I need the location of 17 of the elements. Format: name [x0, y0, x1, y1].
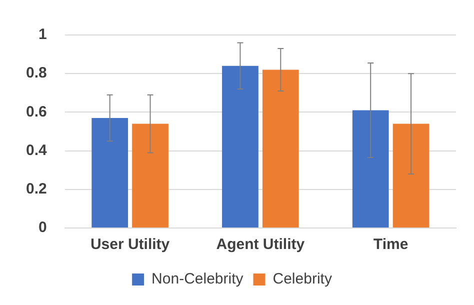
bar [392, 124, 430, 228]
bar [262, 70, 299, 228]
bar [92, 118, 128, 228]
y-tick-label: 0.6 [26, 103, 47, 120]
y-tick-label: 0.4 [26, 142, 48, 159]
y-tick-label: 0.8 [26, 64, 47, 82]
x-tick-label: User Utility [90, 236, 170, 254]
legend-label: Celebrity [272, 270, 332, 288]
y-tick-label: 1 [38, 26, 47, 44]
x-tick-label: Agent Utility [216, 236, 306, 254]
bar [132, 124, 168, 228]
x-tick-label: Time [373, 236, 408, 254]
legend-label: Non-Celebrity [152, 270, 244, 288]
bar [222, 66, 258, 228]
bar [352, 110, 389, 228]
y-tick-label: 0.2 [26, 180, 47, 198]
y-tick-label: 0 [38, 219, 47, 236]
